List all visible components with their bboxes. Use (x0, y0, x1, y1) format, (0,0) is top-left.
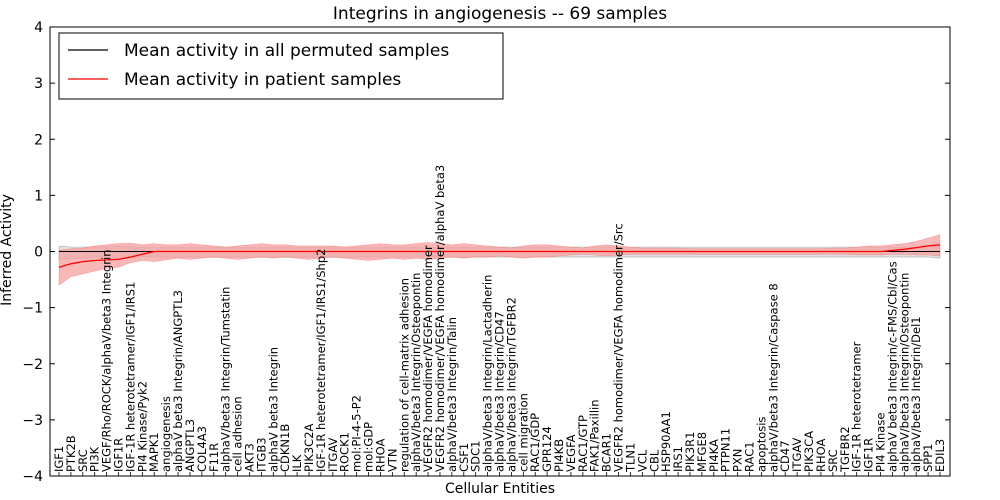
x-entity-label: IGF-1R heterotetramer (850, 341, 864, 472)
x-entity-label: EDIL3 (933, 439, 947, 472)
line-patient-mean (58, 244, 941, 268)
x-entity-label: SPP1 (921, 444, 935, 473)
x-entity-label: angiogenesis (159, 396, 173, 472)
x-entity-label: RAC1/GDP (528, 413, 542, 472)
x-entity-label: GPR124 (540, 426, 554, 472)
x-entity-label: PXN (731, 449, 745, 472)
x-entity-label: CDKN1B (278, 424, 292, 472)
x-entity-label: VEGFR2 homodimer/VEGFA homodimer (421, 245, 435, 472)
x-entity-label: CBL (647, 449, 661, 472)
series-lines (58, 244, 941, 268)
x-entity-label: PI4 Kinase (874, 413, 888, 472)
x-entity-label: CSF1 (457, 443, 471, 472)
x-entity-label: PI3K (88, 446, 102, 472)
x-entity-label: VEGFR2 homodimer/VEGFA homodimer/Src (612, 223, 626, 472)
y-tick-label: −1 (22, 301, 43, 317)
y-tick-label: 1 (34, 188, 43, 204)
x-entity-label: SDC1 (469, 440, 483, 472)
x-entity-label: mol:GDP (362, 422, 376, 472)
x-entity-label: RHOA (373, 438, 387, 471)
x-entity-label: apoptosis (754, 417, 768, 472)
x-entity-label: alphaV/beta3 Integrin/Osteopontin (409, 273, 423, 472)
x-entity-label: PI4KA (707, 439, 721, 472)
y-tick-label: −2 (22, 357, 43, 373)
x-entity-label: alphaV/beta3 Integrin/Osteopontin (897, 273, 911, 472)
x-entity-label: ITGB3 (254, 437, 268, 472)
y-axis-title: Inferred Activity (0, 194, 15, 306)
x-entity-label: ITGAV (326, 438, 340, 472)
x-entity-label: IGF-1R heterotetramer/IGF1/IRS1 (123, 282, 137, 472)
x-entity-label: ROCK1 (338, 432, 352, 472)
x-entity-label: PIK3C2A (302, 423, 316, 472)
x-axis-entity-labels: IGF1PTK2BSRCPI3KVEGF/Rho/ROCK/alphaV/bet… (52, 165, 947, 476)
x-entity-label: SRC (76, 449, 90, 472)
x-entity-label: AKT3 (243, 443, 257, 472)
x-entity-label: alphaV/beta3 Integrin/Tumstatin (219, 287, 233, 472)
x-entity-label: RHOA (814, 438, 828, 471)
x-entity-label: alphaV/beta3 Integrin/CD47 (493, 311, 507, 472)
x-entity-label: VEGFR2 homodimer/VEGFA homodimer/alphaV … (433, 165, 447, 472)
x-entity-label: cell adhesion (231, 396, 245, 472)
x-entity-label: PI4 Kinase/Pyk2 (135, 381, 149, 472)
x-entity-label: mol:PI-4-5-P2 (350, 395, 364, 472)
chart-title: Integrins in angiogenesis -- 69 samples (333, 4, 667, 24)
x-entity-label: ANGPTL3 (183, 419, 197, 472)
legend: Mean activity in all permuted samples Me… (58, 32, 504, 100)
y-tick-label: 3 (34, 76, 43, 92)
x-entity-label: HSP90AA1 (659, 411, 673, 472)
legend-label-patient: Mean activity in patient samples (124, 70, 401, 90)
x-entity-label: TGFBR2 (838, 426, 852, 473)
y-tick-label: 4 (34, 20, 43, 36)
x-entity-label: alphaV/beta3 Integrin/Lactadherin (481, 275, 495, 472)
x-entity-label: PIK3R1 (683, 432, 697, 473)
x-entity-label: IRS1 (671, 446, 685, 472)
x-entity-label: alphaV/beta3 Integrin/Del1 (909, 316, 923, 472)
legend-box (58, 32, 504, 100)
x-entity-label: PIK3CA (802, 431, 816, 472)
x-entity-label: alphaV beta3 Integrin (266, 347, 280, 472)
x-entity-label: alphaV beta3 Integrin/ANGPTL3 (171, 290, 185, 472)
x-entity-label: SRC (826, 449, 840, 472)
x-entity-label: TLN1 (624, 443, 638, 473)
x-entity-label: MAPK1 (147, 432, 161, 472)
legend-label-permuted: Mean activity in all permuted samples (124, 41, 449, 61)
band-patient (58, 234, 941, 286)
x-entity-label: IGF1R (112, 438, 126, 472)
x-entity-label: BCAR1 (600, 433, 614, 472)
x-entity-label: CD47 (778, 440, 792, 472)
y-axis: −4 −3 −2 −1 0 1 2 3 4 (22, 20, 950, 485)
x-entity-label: alphaV/beta3 Integrin/TGFBR2 (504, 297, 518, 472)
y-tick-label: 0 (34, 245, 43, 261)
x-entity-label: COL4A3 (195, 426, 209, 472)
y-tick-label: −4 (22, 469, 43, 485)
x-entity-label: alphaV/beta3 Integrin/Talin (445, 317, 459, 472)
confidence-bands (58, 234, 941, 286)
x-entity-label: VEGFA (564, 434, 578, 472)
x-entity-label: PTK2B (64, 435, 78, 472)
x-entity-label: MFGE8 (695, 432, 709, 472)
x-entity-label: VTN (385, 449, 399, 473)
y-tick-label: −3 (22, 413, 43, 429)
x-entity-label: IGF1R (862, 438, 876, 472)
x-entity-label: RAC1 (743, 441, 757, 472)
x-entity-label: FAK1/Paxillin (588, 399, 602, 472)
x-entity-label: PI4KB (552, 439, 566, 472)
x-entity-label: alphaV beta3 Integrin/c-FMS/Cbl/Cas (885, 261, 899, 472)
x-entity-label: regulation of cell-matrix adhesion (397, 278, 411, 472)
x-entity-label: IGF1 (52, 446, 66, 472)
x-entity-label: VEGF/Rho/ROCK/alphaV/beta3 Integrin (100, 249, 114, 472)
x-entity-label: RAC1/GTP (576, 415, 590, 472)
x-entity-label: cell migration (516, 393, 530, 472)
x-entity-label: ITGAV (790, 438, 804, 472)
y-tick-label: 2 (34, 132, 43, 148)
x-entity-label: IGF-1R heterotetramer/IGF1/IRS1/Shp2 (314, 249, 328, 472)
x-entity-label: alphaV/beta3 Integrin/Caspase 8 (766, 283, 780, 472)
x-entity-label: PTPN11 (719, 428, 733, 472)
x-axis-title: Cellular Entities (445, 481, 555, 497)
x-entity-label: F11R (207, 443, 221, 472)
x-entity-label: VCL (635, 449, 649, 472)
x-entity-label: ILK (290, 454, 304, 472)
